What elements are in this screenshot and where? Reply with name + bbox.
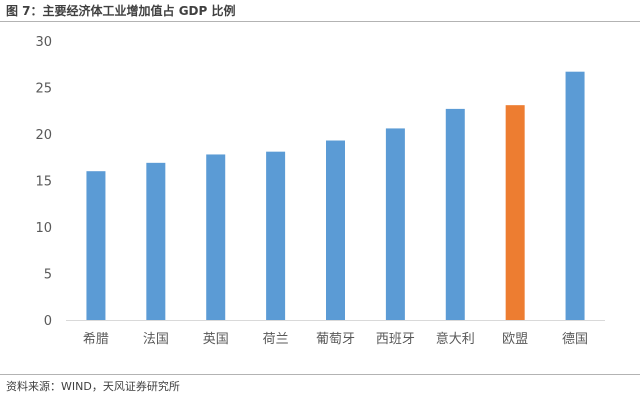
- bar: [326, 140, 345, 320]
- x-tick-label: 德国: [562, 332, 588, 347]
- x-tick-label: 法国: [143, 332, 169, 347]
- x-tick-label: 希腊: [83, 332, 109, 347]
- bar: [86, 171, 106, 320]
- figure-title: 图 7：主要经济体工业增加值占 GDP 比例: [6, 4, 236, 18]
- bar: [266, 151, 286, 320]
- top-rule: [0, 21, 640, 22]
- x-tick-label: 意大利: [436, 331, 475, 347]
- bar: [565, 71, 585, 320]
- x-tick-label: 英国: [203, 332, 229, 347]
- y-tick-label: 25: [35, 82, 52, 97]
- y-tick-label: 0: [44, 314, 52, 329]
- x-tick-label: 欧盟: [502, 332, 528, 347]
- x-tick-label: 荷兰: [263, 332, 289, 347]
- y-tick-label: 5: [44, 268, 52, 283]
- bar: [146, 162, 166, 320]
- y-tick-label: 15: [35, 175, 52, 190]
- x-tick-label: 西班牙: [376, 332, 415, 347]
- bar: [206, 154, 226, 320]
- bar: [385, 128, 405, 320]
- bar: [505, 105, 525, 320]
- y-tick-label: 10: [35, 221, 52, 236]
- y-tick-label: 20: [35, 128, 52, 143]
- y-tick-label: 30: [35, 35, 52, 50]
- bar-chart: 0 5 10 15 20 25 30 希腊 法国 英国 荷兰 葡萄牙 西班牙 意大利 欧盟 德国: [35, 35, 605, 347]
- bottom-rule: [0, 374, 640, 375]
- source-note: 资料来源：WIND，天风证券研究所: [6, 380, 180, 393]
- bar: [445, 108, 465, 320]
- x-tick-label: 葡萄牙: [316, 332, 355, 347]
